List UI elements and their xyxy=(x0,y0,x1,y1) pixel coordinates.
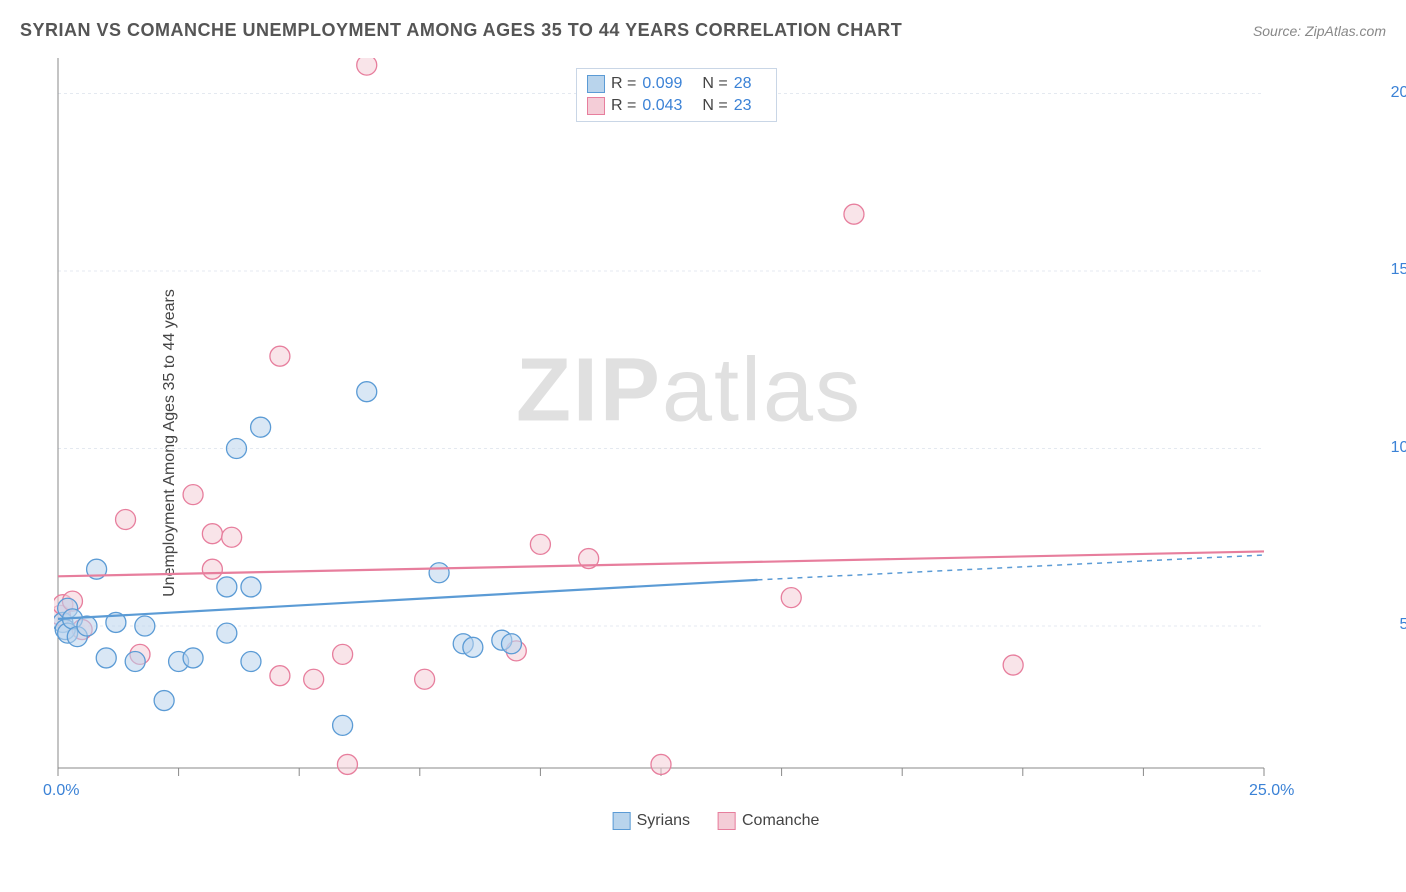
chart-container: Unemployment Among Ages 35 to 44 years Z… xyxy=(46,58,1386,828)
correlation-legend: R = 0.099 N = 28 R = 0.043 N = 23 xyxy=(576,68,777,122)
ytick-label: 5.0% xyxy=(1400,616,1406,634)
series-legend-item: Comanche xyxy=(718,812,819,830)
r-label: R = xyxy=(611,97,636,115)
legend-swatch xyxy=(587,97,605,115)
ytick-label: 20.0% xyxy=(1391,84,1406,102)
series-legend-item: Syrians xyxy=(613,812,690,830)
legend-swatch xyxy=(718,812,736,830)
plot-svg xyxy=(54,58,1324,798)
source-label: Source: ZipAtlas.com xyxy=(1253,23,1386,39)
r-value: 0.043 xyxy=(642,97,682,115)
xtick-label: 0.0% xyxy=(43,782,79,800)
r-value: 0.099 xyxy=(642,75,682,93)
xtick-label: 25.0% xyxy=(1249,782,1294,800)
ytick-label: 15.0% xyxy=(1391,261,1406,279)
series-name: Syrians xyxy=(637,812,690,830)
scatter-plot: ZIPatlas xyxy=(54,58,1324,798)
series-legend: Syrians Comanche xyxy=(613,812,820,830)
r-label: R = xyxy=(611,75,636,93)
chart-title: SYRIAN VS COMANCHE UNEMPLOYMENT AMONG AG… xyxy=(20,20,902,41)
n-value: 23 xyxy=(734,97,752,115)
n-value: 28 xyxy=(734,75,752,93)
n-label: N = xyxy=(702,75,727,93)
legend-swatch xyxy=(587,75,605,93)
legend-row: R = 0.043 N = 23 xyxy=(587,95,766,117)
series-name: Comanche xyxy=(742,812,819,830)
legend-row: R = 0.099 N = 28 xyxy=(587,73,766,95)
legend-swatch xyxy=(613,812,631,830)
ytick-label: 10.0% xyxy=(1391,439,1406,457)
n-label: N = xyxy=(702,97,727,115)
